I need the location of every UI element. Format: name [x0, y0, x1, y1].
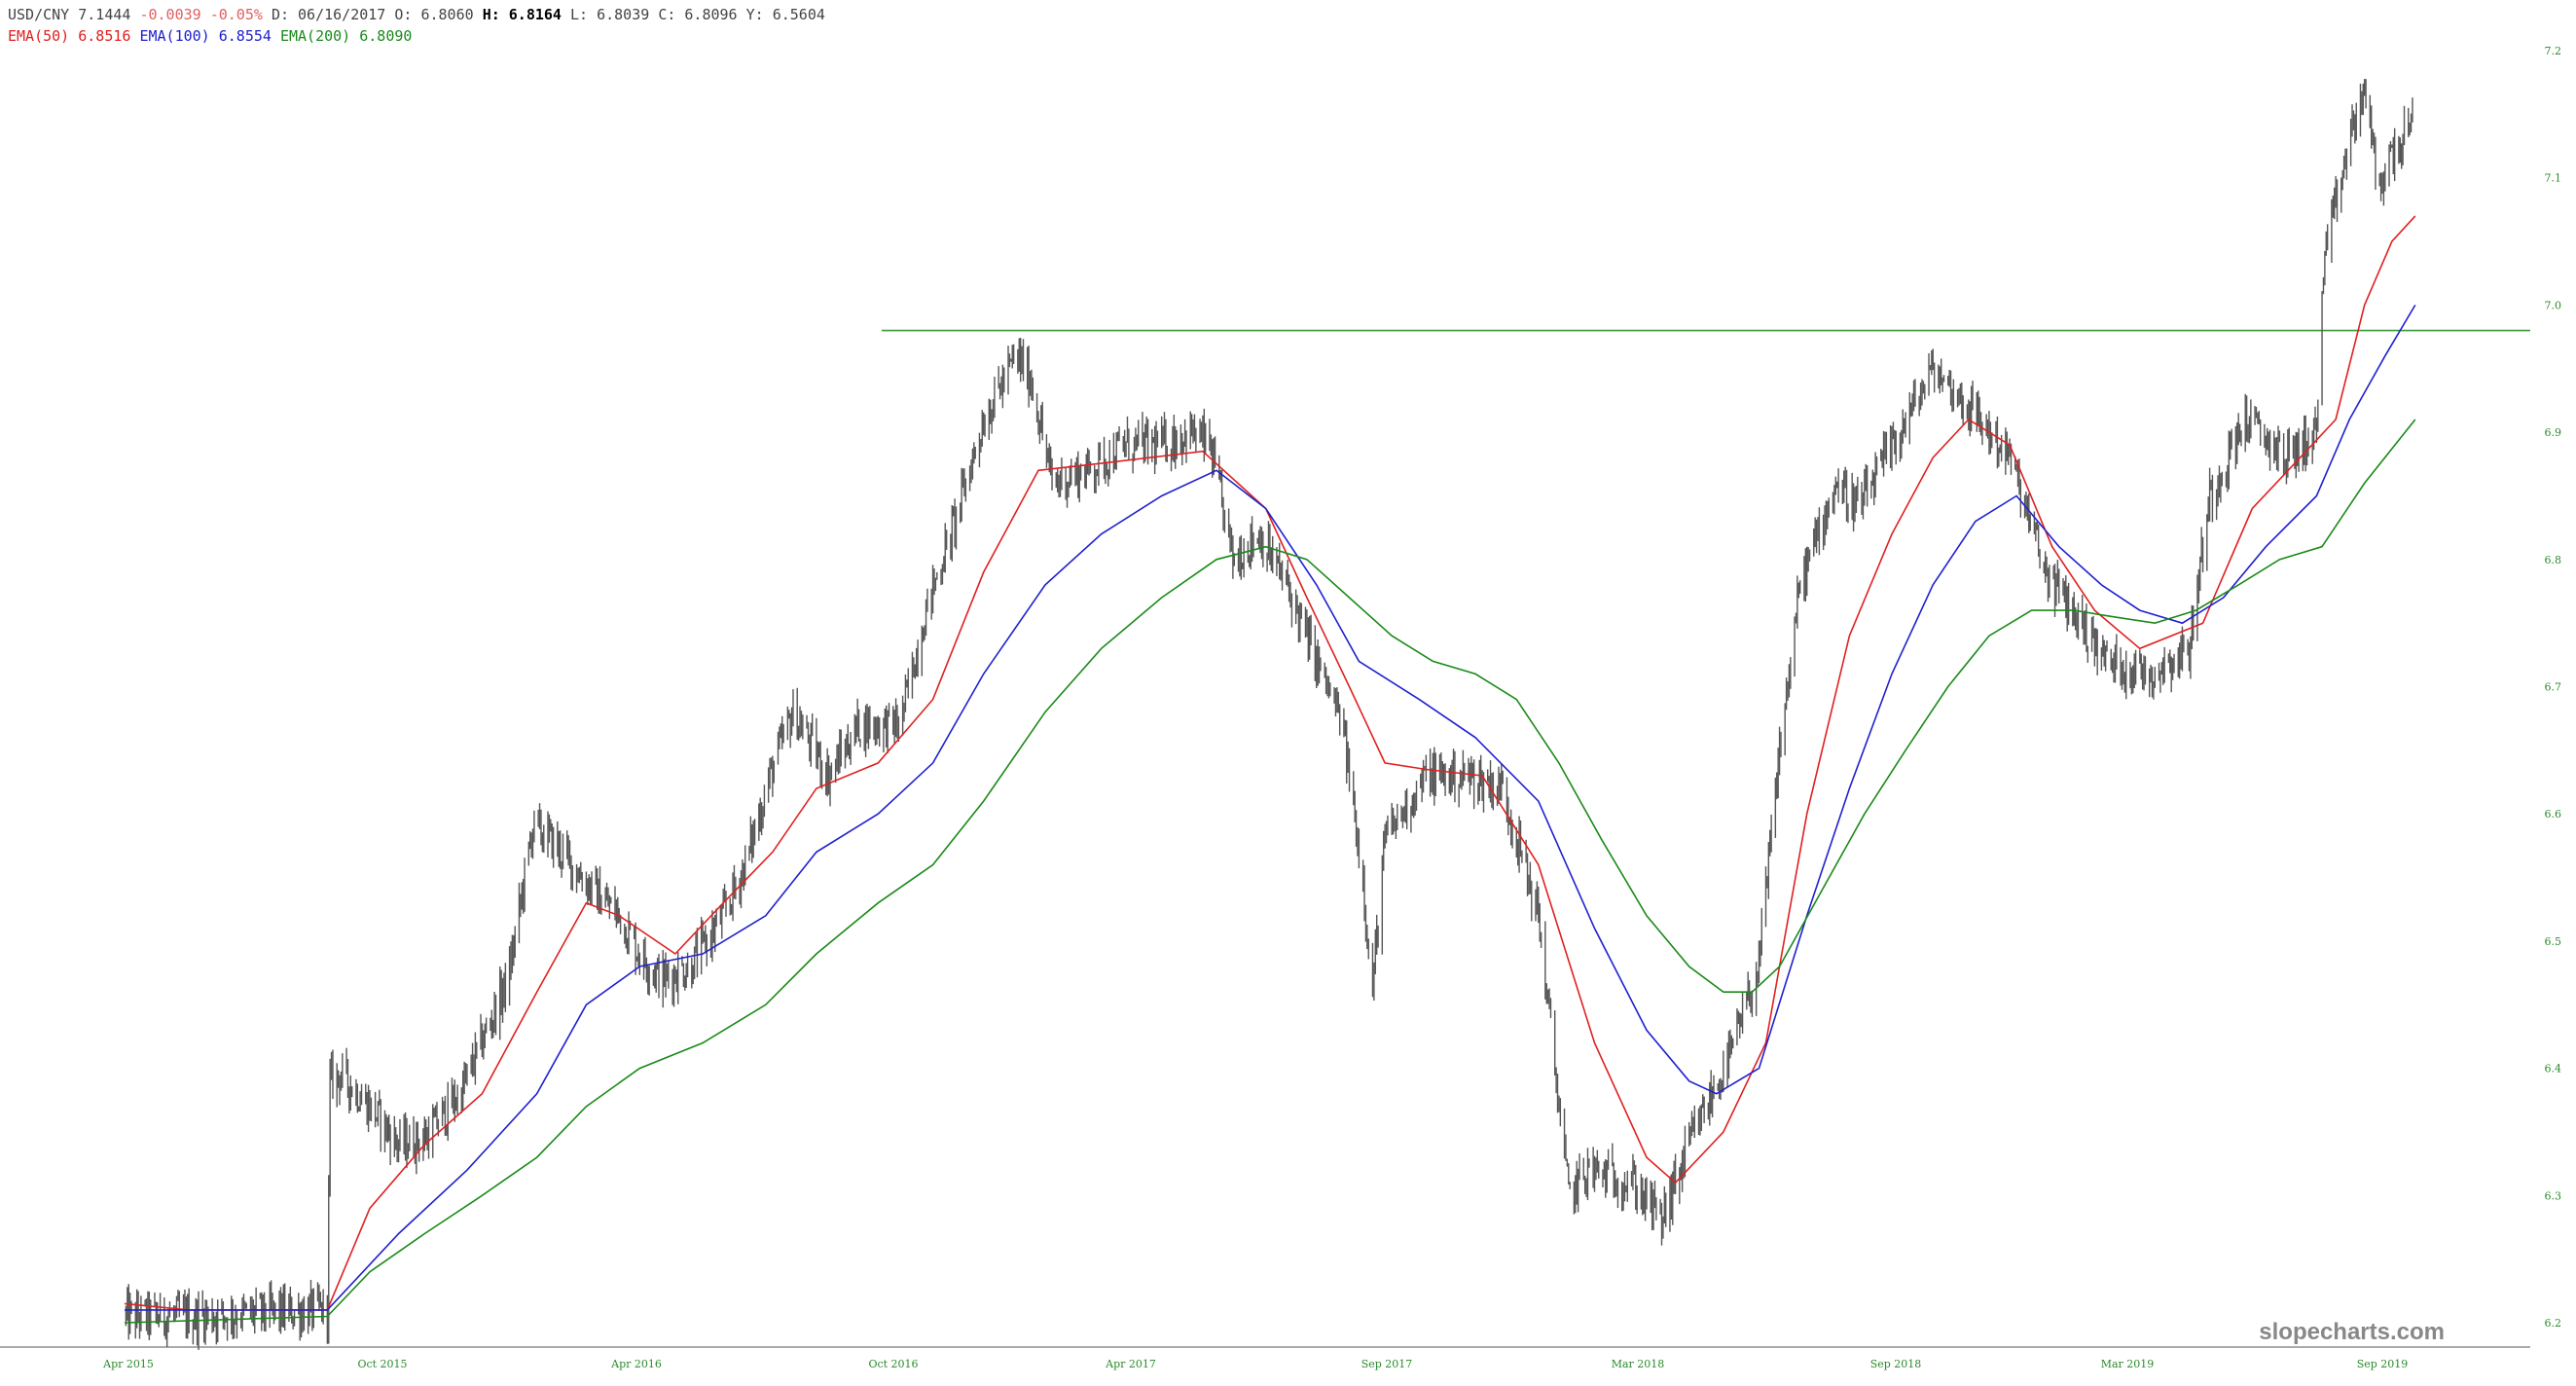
watermark: slopecharts.com	[2259, 1319, 2445, 1345]
ema200-line	[124, 419, 2416, 1324]
symbol: USD/CNY	[8, 6, 70, 23]
ema50-label: EMA(50)	[8, 27, 70, 45]
ema200-label: EMA(200)	[279, 27, 351, 45]
open-value: 6.8060	[420, 6, 474, 23]
y-label: Y:	[745, 6, 764, 23]
close-label: C:	[658, 6, 676, 23]
y-tick-label: 7.2	[2545, 45, 2562, 57]
x-tick-label: Mar 2019	[2101, 1358, 2155, 1370]
y-tick-label: 6.3	[2545, 1189, 2562, 1202]
y-tick-label: 6.2	[2545, 1317, 2562, 1330]
y-tick-label: 6.8	[2545, 554, 2562, 566]
low-value: 6.8039	[597, 6, 650, 23]
high-value: 6.8164	[508, 6, 562, 23]
quote-line: USD/CNY 7.1444 -0.0039 -0.05% D: 06/16/2…	[8, 4, 825, 25]
ema100-label: EMA(100)	[139, 27, 210, 45]
x-tick-label: Sep 2017	[1361, 1358, 1413, 1370]
y-tick-label: 6.4	[2545, 1063, 2562, 1076]
x-tick-label: Sep 2018	[1870, 1358, 1922, 1370]
y-tick-label: 7.1	[2545, 172, 2562, 185]
y-tick-label: 6.7	[2545, 681, 2562, 694]
y-axis-ticks: 7.2 7.1 7.0 6.9 6.8 6.7 6.6 6.5 6.4 6.3 6.2	[2545, 45, 2562, 1330]
y-tick-label: 6.9	[2545, 426, 2562, 439]
y-value: 6.5604	[772, 6, 825, 23]
x-tick-label: Apr 2015	[102, 1358, 154, 1370]
x-tick-label: Mar 2018	[1612, 1358, 1665, 1370]
x-tick-label: Apr 2016	[610, 1358, 662, 1370]
y-tick-label: 7.0	[2545, 299, 2562, 311]
y-tick-label: 6.5	[2545, 935, 2562, 948]
x-tick-label: Apr 2017	[1105, 1358, 1156, 1370]
x-tick-label: Sep 2019	[2357, 1358, 2409, 1370]
change-pct: -0.05%	[209, 6, 263, 23]
high-label: H:	[482, 6, 500, 23]
price-bars-layer	[125, 79, 2413, 1350]
ema100-line	[125, 304, 2416, 1311]
open-label: O:	[394, 6, 413, 23]
change: -0.0039	[139, 6, 201, 23]
indicator-line: EMA(50) 6.8516 EMA(100) 6.8554 EMA(200) …	[8, 25, 825, 47]
y-tick-label: 6.6	[2545, 808, 2562, 821]
ema50-line	[124, 215, 2416, 1311]
ema100-value: 6.8554	[218, 27, 272, 45]
ema50-value: 6.8516	[78, 27, 131, 45]
ema200-value: 6.8090	[359, 27, 413, 45]
x-tick-label: Oct 2015	[357, 1358, 407, 1370]
x-axis-ticks: Apr 2015 Oct 2015 Apr 2016 Oct 2016 Apr 2017…	[102, 1358, 2408, 1370]
x-tick-label: Oct 2016	[868, 1358, 918, 1370]
date-label: D:	[271, 6, 289, 23]
last-price: 7.1444	[78, 6, 131, 23]
low-label: L:	[570, 6, 589, 23]
ema-lines-layer	[124, 215, 2416, 1324]
date-value: 06/16/2017	[298, 6, 386, 23]
chart-header: USD/CNY 7.1444 -0.0039 -0.05% D: 06/16/2…	[8, 4, 825, 47]
close-value: 6.8096	[684, 6, 738, 23]
